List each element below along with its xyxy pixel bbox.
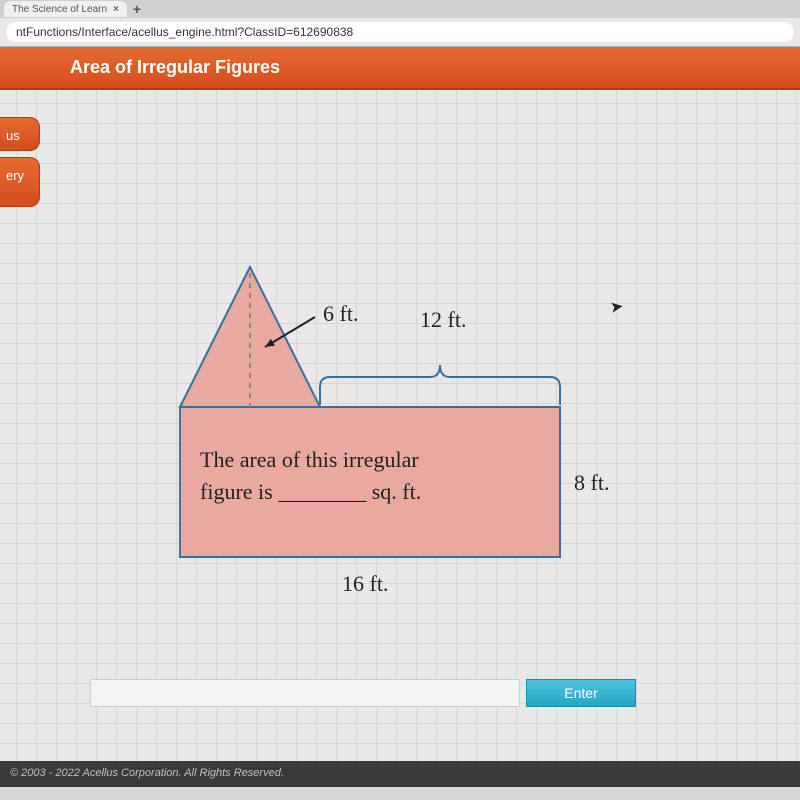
sidebar-tab-2-label: ery: [6, 168, 24, 183]
figure-stage: 6 ft. 12 ft. 8 ft. 16 ft. The area of this i…: [140, 247, 620, 627]
tab-bar: The Science of Learn × +: [0, 0, 800, 18]
copyright-text: © 2003 - 2022 Acellus Corporation. All R…: [10, 767, 284, 779]
answer-blank: ________: [277, 479, 367, 504]
browser-tab[interactable]: The Science of Learn ×: [4, 1, 127, 17]
question-line-1: The area of this irregular: [200, 447, 419, 472]
enter-button[interactable]: Enter: [526, 679, 636, 707]
width-bracket: [320, 365, 560, 405]
top-width-label: 12 ft.: [420, 307, 466, 332]
footer-bar: © 2003 - 2022 Acellus Corporation. All R…: [0, 761, 800, 787]
browser-chrome: The Science of Learn × + ntFunctions/Int…: [0, 0, 800, 47]
sidebar-tab-1[interactable]: us: [0, 117, 40, 151]
side-tabs: us ery: [0, 117, 40, 213]
close-icon[interactable]: ×: [113, 4, 119, 15]
lesson-title: Area of Irregular Figures: [70, 57, 280, 77]
answer-row: Enter: [90, 679, 636, 707]
irregular-figure-svg: 6 ft. 12 ft. 8 ft. 16 ft. The area of this i…: [140, 247, 620, 627]
cursor-icon: ➤: [609, 296, 625, 318]
sidebar-tab-1-label: us: [6, 128, 20, 143]
answer-input[interactable]: [90, 679, 520, 707]
url-text: ntFunctions/Interface/acellus_engine.htm…: [16, 25, 353, 39]
lesson-title-banner: Area of Irregular Figures: [0, 47, 800, 90]
question-line-2: figure is ________ sq. ft.: [200, 479, 421, 504]
sidebar-tab-2[interactable]: ery: [0, 157, 40, 207]
tab-title: The Science of Learn: [12, 4, 107, 15]
right-height-label: 8 ft.: [574, 470, 609, 495]
url-bar[interactable]: ntFunctions/Interface/acellus_engine.htm…: [6, 22, 794, 42]
bottom-width-label: 16 ft.: [342, 571, 388, 596]
new-tab-button[interactable]: +: [133, 1, 141, 17]
triangle-height-label: 6 ft.: [323, 301, 358, 326]
app-viewport: Area of Irregular Figures us ery 6 ft. 12…: [0, 47, 800, 787]
